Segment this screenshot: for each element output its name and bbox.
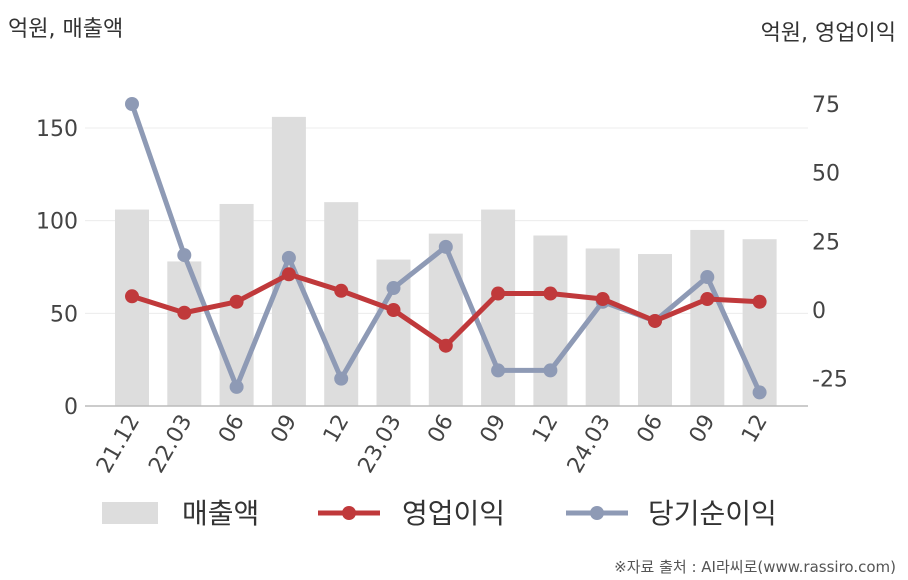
data-point — [281, 267, 296, 282]
bar — [115, 209, 149, 406]
data-point — [752, 385, 767, 400]
data-point — [281, 250, 296, 265]
x-tick-label: 12 — [528, 411, 564, 448]
x-tick-label: 12 — [319, 411, 355, 448]
data-point — [491, 286, 506, 301]
right-tick-label: 75 — [812, 93, 840, 118]
legend-swatch-bar — [102, 502, 158, 524]
left-tick-label: 150 — [36, 117, 78, 142]
data-point — [491, 363, 506, 378]
data-point — [125, 97, 139, 111]
data-point — [543, 286, 558, 301]
x-tick-label: 24.03 — [563, 411, 616, 478]
right-axis-ticks: -25 0 25 50 75 — [812, 93, 848, 393]
bar-series — [115, 116, 777, 406]
bar — [533, 235, 568, 406]
legend-label: 영업이익 — [402, 497, 505, 530]
right-axis-title: 억원, 영업이익 — [761, 21, 896, 46]
bar — [638, 254, 672, 406]
legend-marker — [590, 506, 604, 520]
left-tick-label: 0 — [64, 395, 78, 420]
left-tick-label: 50 — [50, 302, 78, 327]
legend-marker — [342, 506, 356, 520]
data-point — [700, 270, 715, 285]
right-tick-label: -25 — [812, 368, 848, 393]
data-point — [334, 283, 349, 298]
right-tick-label: 50 — [812, 162, 840, 187]
x-axis-ticks: 21.12 22.03 06 09 12 23.03 06 09 12 24.03 06 09 12 — [92, 410, 773, 477]
data-point — [229, 379, 244, 394]
x-tick-label: 09 — [266, 411, 302, 448]
data-point — [648, 313, 662, 328]
bar — [742, 239, 777, 406]
data-point — [386, 281, 401, 296]
x-tick-label: 09 — [685, 411, 721, 448]
data-point — [125, 289, 139, 304]
x-tick-label: 23.03 — [354, 411, 407, 478]
x-tick-label: 06 — [633, 411, 669, 448]
x-tick-label: 12 — [737, 411, 773, 448]
legend-label: 당기순이익 — [648, 497, 777, 530]
data-point — [438, 239, 453, 254]
bar — [690, 229, 725, 406]
left-axis-title: 억원, 매출액 — [8, 17, 123, 42]
x-tick-label: 21.12 — [92, 411, 145, 478]
data-point — [334, 371, 349, 386]
right-tick-label: 25 — [812, 230, 840, 255]
bar — [428, 233, 463, 406]
left-axis-ticks: 0 50 100 150 — [36, 117, 78, 420]
data-point — [700, 292, 715, 307]
legend: 매출액 영업이익 당기순이익 — [102, 497, 777, 530]
data-point — [543, 363, 558, 378]
bar — [585, 248, 620, 406]
data-point — [386, 303, 401, 317]
x-tick-label: 06 — [214, 411, 250, 448]
data-point — [177, 305, 192, 320]
right-tick-label: 0 — [812, 299, 826, 324]
x-tick-label: 06 — [423, 411, 459, 448]
data-point — [177, 248, 192, 263]
legend-label: 매출액 — [182, 497, 259, 530]
x-tick-label: 09 — [476, 410, 512, 447]
line-series — [125, 97, 767, 400]
data-point — [438, 338, 453, 353]
data-point — [229, 294, 244, 309]
left-tick-label: 100 — [36, 210, 78, 235]
source-note: ※자료 출처 : AI라씨로(www.rassiro.com) — [614, 558, 896, 576]
data-point — [595, 292, 610, 307]
data-point — [752, 294, 767, 309]
x-tick-label: 22.03 — [144, 411, 197, 478]
